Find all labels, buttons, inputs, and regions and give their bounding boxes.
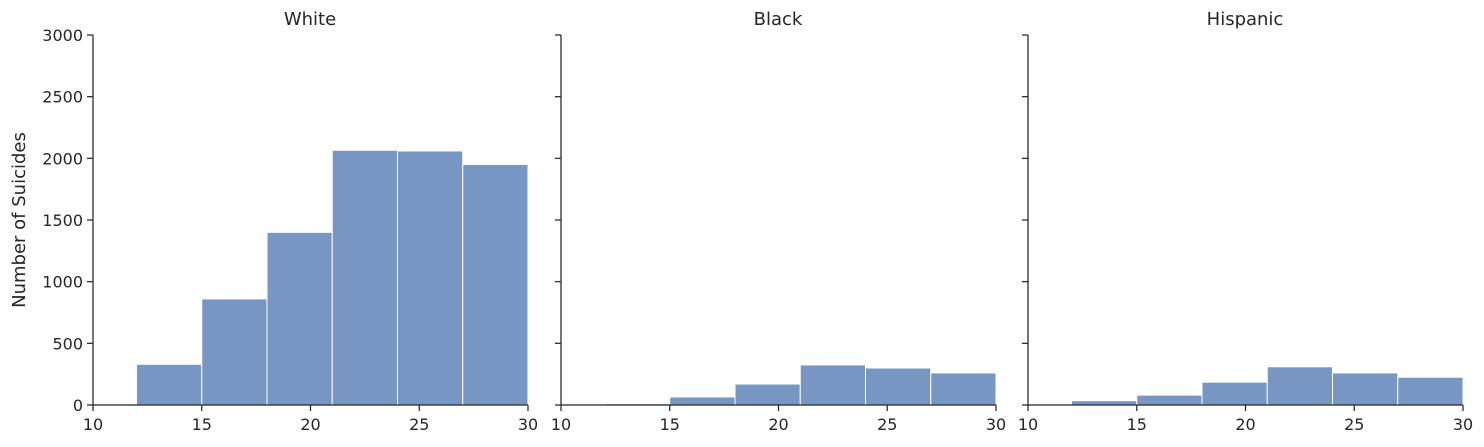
x-tick-label: 10 [83,415,103,434]
y-tick-label: 0 [73,396,83,415]
x-tick-label: 25 [1344,415,1364,434]
x-tick-label: 30 [518,415,538,434]
y-tick-label: 3000 [42,26,83,45]
histogram-bar [799,364,866,406]
x-tick-label: 30 [986,415,1006,434]
histogram-bar [462,164,529,406]
y-tick-label: 500 [52,334,83,353]
y-tick-label: 1500 [42,211,83,230]
histogram-bar [734,383,801,406]
x-tick-label: 20 [768,415,788,434]
y-tick-label: 2500 [42,88,83,107]
histogram-bar [266,231,333,406]
x-tick-label: 10 [551,415,571,434]
histogram-bar [1332,372,1399,406]
panel-title: Black [754,9,803,30]
x-tick-label: 10 [1018,415,1038,434]
histogram-bar [1266,366,1333,406]
histogram-bar [1136,394,1203,406]
y-tick-label: 1000 [42,273,83,292]
x-tick-label: 20 [1235,415,1255,434]
panel-title: White [284,9,336,30]
x-tick-label: 15 [1127,415,1147,434]
histogram-bar [1397,376,1464,406]
histogram-bar [930,372,997,406]
panel-title: Hispanic [1207,9,1284,30]
y-tick-label: 2000 [42,149,83,168]
y-axis-title: Number of Suicides [9,132,30,308]
histogram-bar [1201,381,1268,406]
x-tick-label: 25 [409,415,429,434]
histogram-bar [669,396,736,406]
panel-hispanic: Hispanic 10 15 20 25 30 [1018,9,1473,434]
histogram-bar [136,363,203,406]
histogram-bar [397,150,464,406]
x-tick-label: 15 [192,415,212,434]
x-tick-label: 20 [300,415,320,434]
histogram-bar [331,149,398,406]
panel-black: Black 10 15 20 25 30 [551,9,1006,434]
x-tick-label: 30 [1453,415,1473,434]
x-tick-label: 15 [660,415,680,434]
panel-white: White 0 500 1000 1500 2000 2500 3000 10 15 20 25 30 [42,9,538,434]
histogram-bar [201,298,268,406]
x-tick-label: 25 [877,415,897,434]
histogram-bar [865,367,932,406]
histogram-bar [1071,400,1138,406]
